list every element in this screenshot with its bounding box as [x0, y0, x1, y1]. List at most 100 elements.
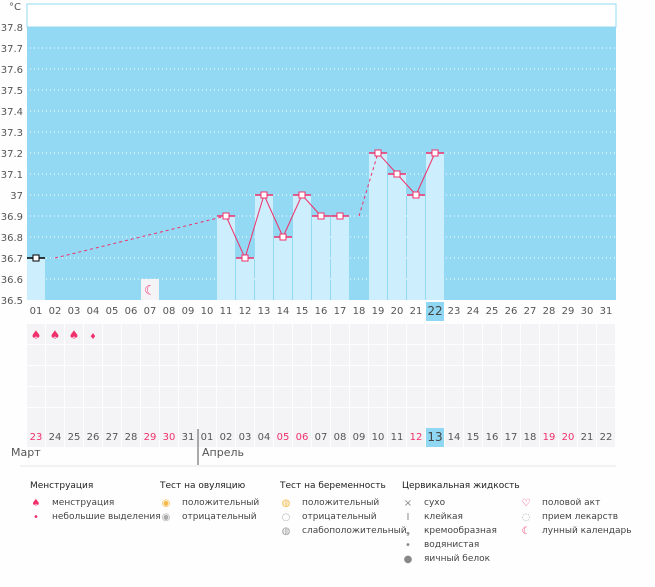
date-cell: [502, 428, 520, 447]
date-cell: [464, 428, 482, 447]
calendar-date-label[interactable]: 20: [561, 432, 575, 443]
calendar-date-label[interactable]: 25: [67, 432, 81, 443]
calendar-date-label[interactable]: 10: [371, 432, 385, 443]
calendar-date-label[interactable]: 28: [124, 432, 138, 443]
calendar-date-label[interactable]: 16: [485, 432, 499, 443]
calendar-date-label[interactable]: 01: [200, 432, 214, 443]
moon-icon: ☾: [144, 284, 156, 299]
calendar-date-label[interactable]: 18: [523, 432, 537, 443]
symptom-cell: [198, 324, 216, 344]
symptom-cell: [27, 387, 45, 407]
calendar-date-label[interactable]: 11: [390, 432, 404, 443]
symptom-cell: [27, 345, 45, 365]
symptom-cell: [293, 345, 311, 365]
calendar-date-label[interactable]: 26: [86, 432, 100, 443]
date-cell: [331, 428, 349, 447]
cycle-day-label[interactable]: 06: [124, 306, 138, 317]
light-spotting-icon: ♦: [89, 332, 96, 341]
calendar-date-label[interactable]: 09: [352, 432, 366, 443]
calendar-date-label[interactable]: 19: [542, 432, 556, 443]
heart-icon: ♡: [521, 497, 531, 509]
cycle-day-label[interactable]: 18: [352, 306, 366, 317]
calendar-date-label[interactable]: 24: [48, 432, 62, 443]
cycle-day-label[interactable]: 13: [257, 306, 271, 317]
calendar-date-label[interactable]: 13: [426, 428, 444, 447]
symptom-cell: [65, 408, 83, 428]
date-cell: [46, 428, 64, 447]
cycle-day-label[interactable]: 23: [447, 306, 461, 317]
legend-label: менструация: [52, 498, 115, 508]
calendar-date-label[interactable]: 27: [105, 432, 119, 443]
symptom-cell: [369, 387, 387, 407]
cycle-day-label[interactable]: 30: [580, 306, 594, 317]
cycle-day-label[interactable]: 27: [523, 306, 537, 317]
cycle-day-label[interactable]: 12: [238, 306, 252, 317]
symptom-cell: [540, 387, 558, 407]
calendar-date-label[interactable]: 17: [504, 432, 518, 443]
symptom-cell: [559, 387, 577, 407]
cycle-day-label[interactable]: 01: [29, 306, 43, 317]
cycle-day-label[interactable]: 26: [504, 306, 518, 317]
cycle-day-label[interactable]: 25: [485, 306, 499, 317]
symptom-cell: [331, 387, 349, 407]
cycle-day-label[interactable]: 08: [162, 306, 176, 317]
cycle-day-label[interactable]: 03: [67, 306, 81, 317]
cycle-day-label[interactable]: 10: [200, 306, 214, 317]
symptom-cell: [426, 345, 444, 365]
calendar-date-label[interactable]: 15: [466, 432, 480, 443]
calendar-date-label[interactable]: 04: [257, 432, 271, 443]
month-label: Март: [11, 446, 41, 459]
date-cell: [445, 428, 463, 447]
y-tick-label: 36.5: [1, 296, 23, 307]
symptom-cell: [27, 324, 45, 344]
calendar-date-label[interactable]: 06: [295, 432, 309, 443]
cycle-day-label[interactable]: 31: [599, 306, 613, 317]
symptom-cell: [445, 366, 463, 386]
symptom-cell: [198, 408, 216, 428]
cycle-day-label[interactable]: 22: [426, 302, 444, 321]
calendar-date-label[interactable]: 12: [409, 432, 423, 443]
cycle-day-label[interactable]: 24: [466, 306, 480, 317]
cycle-day-label[interactable]: 28: [542, 306, 556, 317]
calendar-date-label[interactable]: 31: [181, 432, 195, 443]
cycle-day-label[interactable]: 20: [390, 306, 404, 317]
calendar-date-label[interactable]: 05: [276, 432, 290, 443]
cycle-day-label[interactable]: 14: [276, 306, 290, 317]
symptom-cell: [160, 408, 178, 428]
cycle-day-label[interactable]: 21: [409, 306, 423, 317]
legend-label: кремообразная: [424, 526, 497, 536]
symptom-cell: [46, 387, 64, 407]
legend-label: отрицательный: [182, 512, 257, 522]
legend-item: ◉ положительный: [160, 496, 260, 510]
calendar-date-label[interactable]: 08: [333, 432, 347, 443]
calendar-date-label[interactable]: 03: [238, 432, 252, 443]
calendar-date-label[interactable]: 14: [447, 432, 461, 443]
calendar-date-label[interactable]: 30: [162, 432, 176, 443]
date-cell: [559, 428, 577, 447]
symptom-cell: [407, 345, 425, 365]
calendar-date-label[interactable]: 22: [599, 432, 613, 443]
calendar-date-label[interactable]: 21: [580, 432, 594, 443]
symptom-cell: [521, 324, 539, 344]
legend-label: небольшие выделения: [52, 512, 161, 522]
cycle-day-label[interactable]: 04: [86, 306, 100, 317]
symptom-cell: [236, 408, 254, 428]
symptom-cell: [293, 408, 311, 428]
symptom-cell: [274, 366, 292, 386]
symptom-cell: [198, 366, 216, 386]
cycle-day-label[interactable]: 02: [48, 306, 62, 317]
calendar-date-label[interactable]: 02: [219, 432, 233, 443]
calendar-date-label[interactable]: 23: [29, 432, 43, 443]
cycle-day-label[interactable]: 16: [314, 306, 328, 317]
cycle-day-label[interactable]: 05: [105, 306, 119, 317]
cycle-day-label[interactable]: 17: [333, 306, 347, 317]
calendar-date-label[interactable]: 07: [314, 432, 328, 443]
cycle-day-label[interactable]: 11: [219, 306, 233, 317]
cycle-day-label[interactable]: 09: [181, 306, 195, 317]
calendar-date-label[interactable]: 29: [143, 432, 157, 443]
cycle-day-label[interactable]: 19: [371, 306, 385, 317]
cycle-day-label[interactable]: 15: [295, 306, 309, 317]
cycle-day-label[interactable]: 07: [143, 306, 157, 317]
cycle-day-label[interactable]: 29: [561, 306, 575, 317]
